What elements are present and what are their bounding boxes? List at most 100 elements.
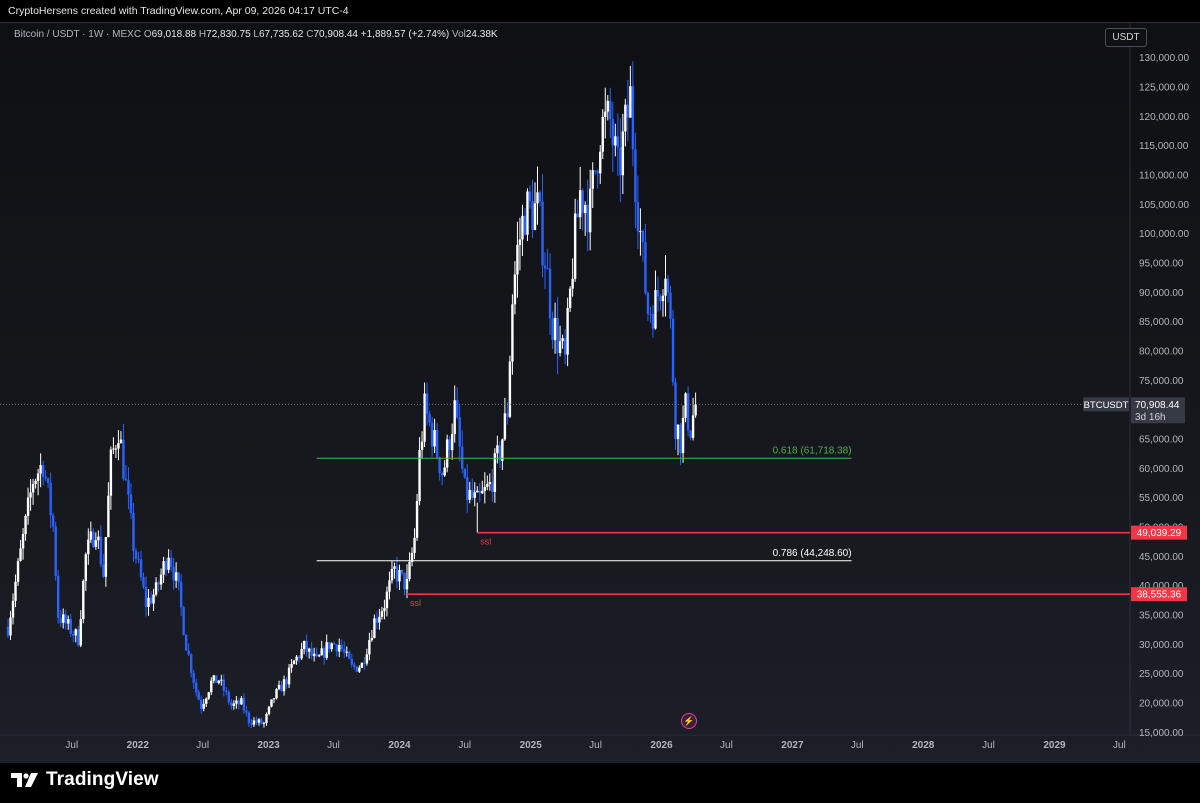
candle-body xyxy=(566,308,569,355)
candle-body xyxy=(355,666,359,672)
candle-body xyxy=(400,569,404,573)
candle-body xyxy=(24,515,27,535)
candle-body xyxy=(202,703,205,709)
price-chart[interactable]: 15,000.00 20,000.00 25,000.00 30,000.00 35,0… xyxy=(0,23,1200,764)
candle-body xyxy=(473,492,476,498)
candle-body xyxy=(124,478,128,481)
y-tick-label: 30,000.00 xyxy=(1139,640,1184,651)
candle-body xyxy=(476,490,479,493)
x-tick-label: 2029 xyxy=(1043,740,1066,751)
candle-body xyxy=(102,564,105,577)
candle-body xyxy=(511,304,514,362)
candle-body xyxy=(205,698,208,704)
candle-body xyxy=(117,443,120,449)
candle-body xyxy=(257,719,261,723)
footer: TradingView xyxy=(0,763,1200,803)
candle-body xyxy=(586,204,589,233)
candle-body xyxy=(154,582,158,595)
candle-body xyxy=(420,441,424,450)
candle-body xyxy=(634,149,637,203)
candle-body xyxy=(363,662,366,664)
legend-high-label: H xyxy=(198,29,207,40)
candle-body xyxy=(64,614,67,624)
candle-body xyxy=(41,465,45,477)
candle-body xyxy=(49,482,52,516)
candle-body xyxy=(217,680,220,683)
candle-body xyxy=(225,690,228,693)
candle-body xyxy=(44,476,47,479)
candle-body xyxy=(222,679,226,691)
candle-body xyxy=(410,552,414,562)
candle-body xyxy=(119,439,123,444)
y-tick-label: 25,000.00 xyxy=(1139,669,1184,680)
ssl-price-badge xyxy=(1131,525,1187,540)
candle-body xyxy=(187,650,190,655)
legend-open: 69,018.88 xyxy=(151,29,197,40)
candle-body xyxy=(333,643,336,645)
candle-body xyxy=(553,317,557,341)
x-tick-label: Jul xyxy=(458,740,471,751)
candle-body xyxy=(192,672,195,683)
candle-body xyxy=(215,675,218,683)
y-tick-label: 115,000.00 xyxy=(1139,141,1189,152)
currency-selector-button[interactable]: USDT xyxy=(1105,28,1147,47)
candle-body xyxy=(79,619,82,646)
candle-body xyxy=(260,719,263,724)
candle-body xyxy=(686,393,690,431)
bar-countdown: 3d 16h xyxy=(1135,412,1166,423)
candle-body xyxy=(621,131,625,176)
fib-level-label: 0.786 (44,248.60) xyxy=(773,548,852,559)
candle-body xyxy=(310,648,313,657)
candle-body xyxy=(320,648,323,656)
candle-body xyxy=(142,577,145,587)
candle-body xyxy=(491,482,494,492)
candle-body xyxy=(212,675,215,681)
candle-body xyxy=(350,658,354,665)
candle-body xyxy=(576,213,579,218)
candle-body xyxy=(614,136,617,146)
symbol-badge-label: BTCUSDT xyxy=(1084,400,1129,411)
candle-body xyxy=(345,651,348,653)
ssl-label: ssl xyxy=(410,598,421,608)
candle-body xyxy=(270,699,273,707)
chart-area[interactable]: 15,000.00 20,000.00 25,000.00 30,000.00 35,0… xyxy=(0,22,1200,764)
candle-body xyxy=(631,86,635,150)
candle-body xyxy=(368,640,371,655)
candle-body xyxy=(373,618,376,639)
x-tick-label: Jul xyxy=(589,740,602,751)
candle-body xyxy=(599,151,602,174)
candle-body xyxy=(664,278,667,296)
candle-body xyxy=(189,654,193,673)
candle-body xyxy=(536,192,539,204)
candle-body xyxy=(322,648,326,658)
candle-body xyxy=(395,566,399,582)
candle-body xyxy=(523,215,527,235)
x-tick-label: Jul xyxy=(982,740,995,751)
tradingview-logo[interactable]: TradingView xyxy=(10,769,159,791)
y-tick-label: 95,000.00 xyxy=(1139,258,1184,269)
candle-body xyxy=(69,619,72,634)
candle-body xyxy=(9,617,12,636)
candle-body xyxy=(252,720,256,725)
y-tick-label: 15,000.00 xyxy=(1139,728,1184,739)
lightning-icon[interactable]: ⚡ xyxy=(681,713,697,729)
candle-body xyxy=(418,449,421,502)
candle-body xyxy=(681,417,685,454)
candle-body xyxy=(149,597,153,604)
candle-body xyxy=(36,473,40,481)
candle-body xyxy=(619,147,622,176)
y-tick-label: 105,000.00 xyxy=(1139,200,1189,211)
candle-body xyxy=(275,689,278,699)
candle-body xyxy=(179,582,183,608)
candle-body xyxy=(563,338,567,355)
candle-body xyxy=(591,170,594,189)
candle-body xyxy=(19,548,22,561)
candle-body xyxy=(182,607,185,635)
candle-body xyxy=(26,497,30,516)
candle-body xyxy=(626,104,630,118)
y-tick-label: 120,000.00 xyxy=(1139,112,1189,123)
candle-body xyxy=(433,429,436,447)
candle-body xyxy=(353,664,356,667)
candle-body xyxy=(533,203,537,230)
candle-body xyxy=(521,215,524,240)
